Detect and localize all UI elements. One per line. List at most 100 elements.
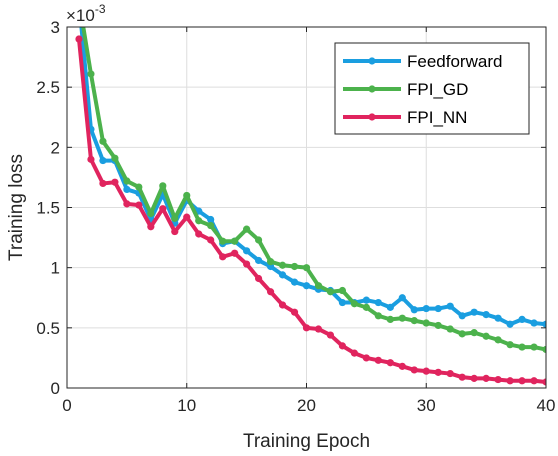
data-point-feedforward (123, 185, 131, 194)
data-point-fpi-nn (195, 230, 203, 238)
series-line-fpi-nn (76, 37, 546, 384)
data-point-feedforward (446, 302, 454, 310)
data-point-fpi-gd (314, 282, 323, 290)
data-point-fpi-gd (99, 137, 107, 145)
data-point-fpi-gd (159, 182, 167, 190)
x-tick-label: 20 (297, 396, 316, 415)
y-tick-label: 1 (51, 259, 60, 278)
data-point-fpi-nn (446, 369, 454, 378)
data-point-fpi-nn (111, 178, 119, 186)
data-point-feedforward (386, 303, 394, 311)
data-point-feedforward (362, 296, 370, 304)
data-point-fpi-gd (470, 329, 478, 337)
data-point-fpi-nn (338, 342, 347, 350)
x-tick-label: 30 (417, 396, 436, 415)
data-point-fpi-gd (111, 154, 119, 162)
data-point-fpi-gd (255, 236, 263, 244)
x-tick-label: 10 (177, 396, 196, 415)
y-exponent-label: ×10-3 (66, 2, 106, 25)
data-point-fpi-gd (171, 214, 179, 222)
x-tick-label: 0 (62, 396, 71, 415)
data-point-fpi-nn (506, 377, 514, 385)
y-tick-label: 0 (51, 379, 60, 398)
legend-marker-feedforward (368, 57, 376, 65)
legend-label-feedforward: Feedforward (407, 52, 502, 71)
data-point-fpi-gd (302, 264, 311, 272)
data-point-fpi-nn (159, 205, 167, 213)
data-point-feedforward (75, 0, 82, 4)
y-tick-label: 1.5 (36, 199, 60, 218)
y-tick-label: 0.5 (36, 319, 60, 338)
data-point-fpi-nn (470, 374, 478, 382)
data-point-fpi-gd (147, 209, 155, 218)
data-point-fpi-gd (494, 336, 502, 344)
data-point-feedforward (338, 298, 347, 307)
data-point-fpi-gd (458, 330, 466, 338)
data-point-feedforward (278, 271, 287, 279)
data-point-fpi-nn (278, 301, 287, 309)
data-point-fpi-gd (231, 237, 239, 245)
axis-ticks: 0 10 20 30 40 0 0.5 1 1.5 2 2.5 3 (36, 18, 555, 415)
y-tick-label: 2.5 (36, 78, 60, 97)
legend-item-fpi-nn: FPI_NN (343, 108, 467, 127)
data-point-feedforward (255, 256, 263, 265)
data-point-fpi-nn (434, 368, 442, 376)
data-point-fpi-gd (338, 286, 347, 295)
data-point-fpi-nn (398, 362, 406, 370)
data-point-fpi-gd (75, 0, 82, 4)
data-point-feedforward (398, 294, 406, 302)
series-fpi-gd (75, 0, 546, 354)
data-point-fpi-gd (530, 343, 538, 351)
data-point-fpi-gd (398, 314, 406, 322)
data-point-fpi-nn (99, 179, 107, 188)
data-point-fpi-nn (302, 324, 311, 332)
data-point-fpi-gd (135, 183, 143, 191)
data-point-fpi-nn (326, 331, 335, 339)
data-point-fpi-gd (542, 345, 546, 354)
data-point-fpi-nn (422, 367, 430, 375)
data-point-feedforward (243, 247, 251, 255)
y-exponent-power: -3 (95, 2, 106, 16)
data-point-fpi-nn (135, 201, 143, 209)
y-tick-label: 3 (51, 18, 60, 37)
data-point-feedforward (470, 308, 478, 316)
data-point-fpi-nn (243, 260, 251, 268)
data-point-fpi-gd (326, 288, 335, 296)
series-feedforward (75, 0, 546, 328)
series-fpi-nn (75, 35, 546, 386)
data-point-fpi-gd (422, 319, 430, 327)
data-point-fpi-nn (482, 374, 490, 382)
data-point-fpi-nn (542, 378, 546, 386)
data-point-fpi-nn (518, 377, 526, 385)
y-tick-label: 2 (51, 138, 60, 157)
legend-item-feedforward: Feedforward (343, 52, 502, 71)
data-point-fpi-nn (171, 227, 179, 236)
data-point-feedforward (410, 306, 418, 314)
data-point-feedforward (530, 319, 538, 327)
data-point-fpi-nn (374, 356, 382, 364)
data-point-fpi-gd (434, 321, 442, 330)
y-exponent-base: ×10 (66, 6, 95, 25)
legend-items: Feedforward FPI_GD FPI_NN (343, 52, 502, 127)
data-point-feedforward (506, 320, 514, 328)
data-point-feedforward (207, 215, 215, 224)
data-point-fpi-gd (482, 332, 490, 340)
x-tick-label: 40 (537, 396, 556, 415)
data-point-feedforward (99, 156, 107, 165)
data-point-fpi-gd (219, 237, 227, 245)
data-point-fpi-gd (266, 258, 275, 266)
data-point-fpi-nn (183, 213, 191, 221)
data-point-fpi-nn (147, 223, 155, 231)
data-point-feedforward (422, 304, 430, 313)
data-point-fpi-nn (123, 200, 131, 208)
legend-label-fpi-gd: FPI_GD (407, 80, 468, 99)
data-point-fpi-nn (530, 377, 538, 385)
data-point-feedforward (434, 304, 442, 313)
data-point-fpi-gd (195, 217, 203, 225)
data-point-feedforward (458, 312, 466, 320)
data-point-fpi-nn (314, 325, 323, 333)
data-point-fpi-gd (506, 341, 514, 349)
data-point-feedforward (542, 320, 546, 328)
data-point-fpi-gd (123, 177, 131, 185)
series-line-fpi-gd (81, 27, 546, 352)
